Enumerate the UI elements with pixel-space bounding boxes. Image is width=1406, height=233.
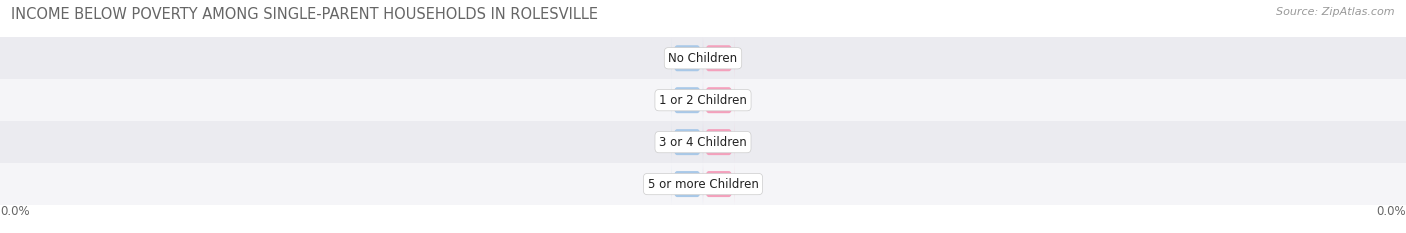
Bar (0, 79, 1406, 121)
FancyBboxPatch shape (672, 80, 703, 121)
FancyBboxPatch shape (703, 164, 734, 205)
Text: 0.0%: 0.0% (672, 137, 702, 147)
Text: 3 or 4 Children: 3 or 4 Children (659, 136, 747, 149)
Bar (0, 121, 1406, 163)
Text: 0.0%: 0.0% (672, 95, 702, 105)
Bar (0, 163, 1406, 205)
Text: INCOME BELOW POVERTY AMONG SINGLE-PARENT HOUSEHOLDS IN ROLESVILLE: INCOME BELOW POVERTY AMONG SINGLE-PARENT… (11, 7, 598, 22)
FancyBboxPatch shape (672, 164, 703, 205)
Text: 0.0%: 0.0% (1376, 205, 1406, 218)
FancyBboxPatch shape (672, 38, 703, 79)
FancyBboxPatch shape (703, 122, 734, 163)
Text: 0.0%: 0.0% (704, 53, 734, 63)
FancyBboxPatch shape (703, 80, 734, 121)
Text: 5 or more Children: 5 or more Children (648, 178, 758, 191)
Text: 0.0%: 0.0% (672, 179, 702, 189)
Text: 1 or 2 Children: 1 or 2 Children (659, 94, 747, 107)
Text: No Children: No Children (668, 52, 738, 65)
Text: 0.0%: 0.0% (704, 137, 734, 147)
Text: 0.0%: 0.0% (672, 53, 702, 63)
Text: 0.0%: 0.0% (0, 205, 30, 218)
Text: Source: ZipAtlas.com: Source: ZipAtlas.com (1277, 7, 1395, 17)
FancyBboxPatch shape (672, 122, 703, 163)
Bar (0, 37, 1406, 79)
FancyBboxPatch shape (703, 38, 734, 79)
Text: 0.0%: 0.0% (704, 95, 734, 105)
Text: 0.0%: 0.0% (704, 179, 734, 189)
